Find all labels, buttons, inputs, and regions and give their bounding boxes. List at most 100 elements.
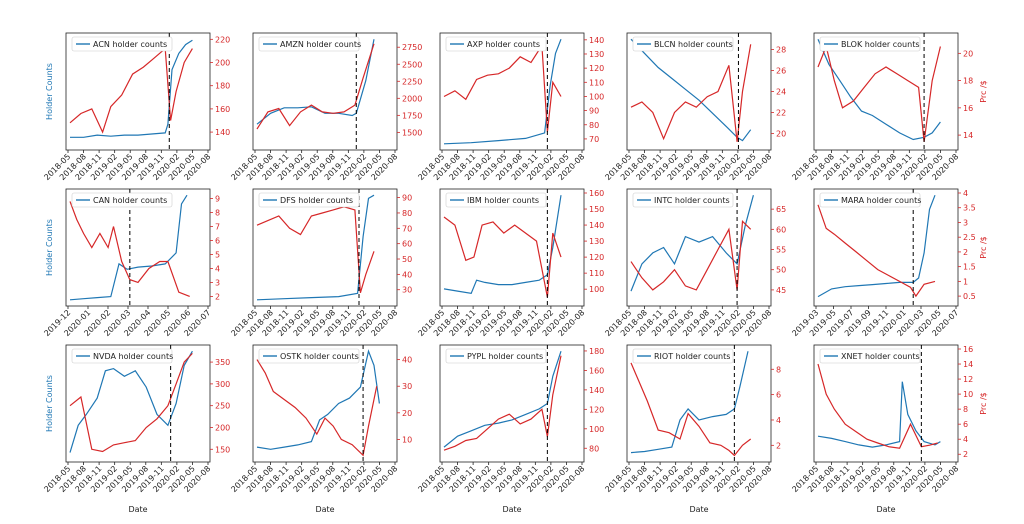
holder-line bbox=[443, 195, 562, 294]
y2-tick-label: 140 bbox=[589, 386, 604, 395]
y2-tick-label: 65 bbox=[776, 205, 786, 214]
price-line bbox=[817, 44, 941, 142]
panel-amzn: 1500175020002250250027502018-052018-0820… bbox=[229, 32, 422, 182]
plot-area bbox=[439, 188, 585, 307]
legend-box bbox=[819, 36, 921, 52]
panel-mara: 0.511.522.533.542019-032019-052019-07201… bbox=[790, 188, 976, 338]
price-line bbox=[817, 204, 936, 298]
x-axis-label: Date bbox=[502, 505, 521, 514]
y2-tick-label: 20 bbox=[963, 49, 973, 58]
legend-label: OSTK holder counts bbox=[280, 352, 359, 361]
y2-tick-label: 130 bbox=[589, 237, 604, 246]
y2-tick-label: 14 bbox=[963, 131, 973, 140]
legend-label: NVDA holder counts bbox=[93, 352, 173, 361]
y2-tick-label: 2.5 bbox=[963, 233, 976, 242]
y2-tick-label: 2 bbox=[776, 441, 781, 450]
panel-blcn: 20222426282018-052018-082018-112019-0220… bbox=[603, 32, 786, 182]
y2-tick-label: 3 bbox=[963, 218, 968, 227]
y2-tick-label: 20 bbox=[776, 129, 786, 138]
legend-label: CAN holder counts bbox=[93, 196, 167, 205]
y2-tick-label: 180 bbox=[215, 82, 230, 91]
y2-tick-label: 140 bbox=[215, 128, 230, 137]
legend: ACN holder counts bbox=[71, 36, 173, 52]
legend-box bbox=[819, 348, 921, 364]
y2-tick-label: 2250 bbox=[402, 77, 422, 86]
plot-area bbox=[252, 32, 398, 151]
y2-tick-label: 2 bbox=[963, 450, 968, 459]
legend-label: AMZN holder counts bbox=[280, 40, 361, 49]
y2-tick-label: 160 bbox=[589, 366, 604, 375]
legend-label: PYPL holder counts bbox=[467, 352, 543, 361]
price-line bbox=[256, 43, 375, 130]
legend-label: DFS holder counts bbox=[280, 196, 353, 205]
y2-tick-label: 8 bbox=[215, 209, 220, 218]
holder-line bbox=[69, 350, 193, 453]
y2-tick-label: 26 bbox=[776, 67, 786, 76]
y2-tick-label: 0.5 bbox=[963, 292, 976, 301]
y2-tick-label: 50 bbox=[776, 266, 786, 275]
plot-area bbox=[439, 344, 585, 463]
legend-label: ACN holder counts bbox=[93, 40, 167, 49]
y2-tick-label: 60 bbox=[402, 240, 412, 249]
legend-label: IBM holder counts bbox=[467, 196, 539, 205]
legend-label: XNET holder counts bbox=[841, 352, 920, 361]
legend-box bbox=[632, 348, 734, 364]
y2-tick-label: 80 bbox=[402, 209, 412, 218]
y2-tick-label: 180 bbox=[589, 347, 604, 356]
y2-tick-label: 2500 bbox=[402, 60, 422, 69]
legend-label: AXP holder counts bbox=[467, 40, 540, 49]
y2-tick-label: 1.5 bbox=[963, 263, 976, 272]
legend-label: BLOK holder counts bbox=[841, 40, 920, 49]
y2-tick-label: 6 bbox=[215, 237, 220, 246]
legend: AXP holder counts bbox=[445, 36, 547, 52]
y2-tick-label: 30 bbox=[402, 286, 412, 295]
panel-pypl: 801001201401601802018-052018-082018-1120… bbox=[416, 344, 604, 494]
y2-tick-label: 40 bbox=[402, 356, 412, 365]
plot-area bbox=[813, 344, 959, 463]
panel-nvda: 1502002503003502018-052018-082018-112019… bbox=[42, 344, 230, 494]
plot-area bbox=[252, 188, 398, 307]
y2-tick-label: 60 bbox=[776, 225, 786, 234]
legend: RIOT holder counts bbox=[632, 348, 734, 364]
y2-tick-label: 2750 bbox=[402, 43, 422, 52]
holder-line bbox=[69, 194, 188, 301]
y2-tick-label: 90 bbox=[589, 107, 599, 116]
price-line bbox=[69, 47, 193, 134]
y2-tick-label: 30 bbox=[402, 382, 412, 391]
y2-tick-label: 80 bbox=[589, 121, 599, 130]
plot-area bbox=[813, 188, 959, 307]
y2-tick-label: 250 bbox=[215, 402, 230, 411]
price-line bbox=[256, 206, 375, 293]
y2-tick-label: 16 bbox=[963, 104, 973, 113]
y2-tick-label: 160 bbox=[589, 189, 604, 198]
y2-tick-label: 100 bbox=[589, 285, 604, 294]
legend: DFS holder counts bbox=[258, 192, 360, 208]
x-axis-labels: Date Date Date Date Date bbox=[128, 505, 895, 514]
y2-tick-label: 24 bbox=[776, 88, 786, 97]
y2-tick-label: 4 bbox=[776, 416, 781, 425]
legend-box bbox=[71, 348, 173, 364]
plot-area bbox=[626, 32, 772, 151]
y2-tick-label: 3.5 bbox=[963, 204, 976, 213]
y2-tick-label: 1750 bbox=[402, 111, 422, 120]
panel-axp: 7080901001101201301402018-052018-082018-… bbox=[416, 32, 604, 182]
y2-tick-label: 4 bbox=[215, 264, 220, 273]
price-line bbox=[256, 359, 378, 457]
y2-tick-label: 130 bbox=[589, 50, 604, 59]
y2-tick-label: 200 bbox=[215, 59, 230, 68]
holder-line bbox=[817, 381, 941, 448]
legend-box bbox=[71, 36, 173, 52]
y2-tick-label: 28 bbox=[776, 46, 786, 55]
y2-tick-label: 2 bbox=[215, 292, 220, 301]
legend-label: MARA holder counts bbox=[841, 196, 921, 205]
legend: OSTK holder counts bbox=[258, 348, 360, 364]
legend-box bbox=[632, 192, 734, 208]
holder-line bbox=[443, 351, 562, 448]
panel-acn: 1401601802002202018-052018-082018-112019… bbox=[42, 32, 230, 182]
y2-tick-label: 140 bbox=[589, 221, 604, 230]
y2-tick-label: 10 bbox=[963, 390, 973, 399]
legend: BLCN holder counts bbox=[632, 36, 734, 52]
y2-tick-label: 5 bbox=[215, 250, 220, 259]
y2-tick-label: 20 bbox=[402, 409, 412, 418]
